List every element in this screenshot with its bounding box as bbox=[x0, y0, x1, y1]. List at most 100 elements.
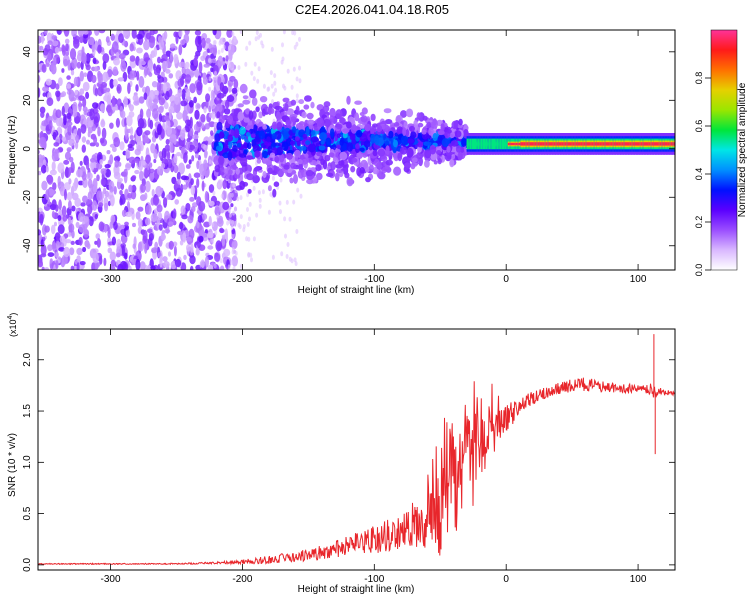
spectrogram-cell bbox=[197, 215, 203, 223]
spectrogram-cell bbox=[152, 194, 159, 206]
spectrogram-cell bbox=[322, 105, 330, 112]
spectrogram-cell bbox=[219, 131, 225, 139]
spectrogram-cell bbox=[201, 233, 208, 238]
spectrogram-cell bbox=[315, 164, 322, 172]
spectrogram-cell bbox=[523, 142, 526, 146]
spectrogram-cell bbox=[351, 157, 358, 163]
spectrogram-cell bbox=[107, 230, 111, 239]
spectrogram-cell bbox=[252, 76, 256, 82]
spectrogram-cells bbox=[38, 30, 675, 270]
spectrogram-cell bbox=[54, 46, 60, 54]
spectrogram-cell bbox=[258, 197, 262, 203]
spectrogram-cell bbox=[136, 70, 140, 81]
spectrogram-cell bbox=[182, 184, 188, 190]
spectrogram-cell bbox=[441, 138, 450, 148]
spectrogram-cell bbox=[261, 108, 266, 117]
spectrogram-cell bbox=[140, 60, 147, 66]
spectrogram-cell bbox=[145, 204, 152, 215]
spectrogram-cell bbox=[44, 267, 49, 270]
spectrogram-cell bbox=[49, 169, 57, 176]
spectrogram-cell bbox=[402, 127, 407, 136]
spectrogram-cell bbox=[105, 36, 110, 43]
snr-series bbox=[38, 377, 675, 566]
spectrogram-cell bbox=[175, 32, 179, 45]
spectrogram-cell bbox=[338, 160, 345, 166]
spectrogram-cell bbox=[69, 48, 77, 60]
spectrogram-cell bbox=[200, 113, 206, 123]
spectrogram-cell bbox=[81, 52, 87, 64]
spectrogram-cell bbox=[185, 202, 191, 212]
spectrogram-cell bbox=[604, 142, 607, 146]
spectrogram-cell bbox=[180, 100, 188, 107]
spectrogram-cell bbox=[529, 142, 533, 146]
spectrogram-cell bbox=[87, 178, 93, 189]
spectrogram-cell bbox=[71, 205, 76, 212]
spectrogram-cell bbox=[318, 145, 326, 151]
spectrogram-cell bbox=[82, 81, 90, 92]
spectrogram-cell bbox=[92, 200, 98, 211]
spectrogram-cell bbox=[120, 228, 126, 235]
spectrogram-cell bbox=[185, 122, 191, 133]
spectrogram-cell bbox=[106, 94, 111, 106]
spectrogram-cell bbox=[324, 154, 331, 162]
spectrogram-cell bbox=[271, 133, 277, 140]
spectrogram-cell bbox=[203, 144, 208, 151]
spectrogram-cell bbox=[137, 206, 144, 212]
spectrogram-cell bbox=[85, 160, 90, 171]
spectrogram-cell bbox=[157, 106, 164, 114]
spectrogram-cell bbox=[214, 230, 218, 236]
spectrogram-cell bbox=[203, 221, 211, 228]
spectrogram-cell bbox=[196, 160, 200, 170]
spectrogram-cell bbox=[208, 200, 215, 207]
spectrogram-cell bbox=[239, 195, 243, 201]
spectrogram-cell bbox=[370, 133, 376, 144]
spectrogram-cell bbox=[482, 142, 485, 146]
spectrogram-cell bbox=[230, 192, 234, 198]
spectrogram-cell bbox=[252, 110, 257, 120]
spectrogram-cell bbox=[272, 91, 276, 97]
spectrogram-cell bbox=[185, 164, 191, 169]
spectrogram-cell bbox=[42, 48, 49, 56]
spectrogram-cell bbox=[298, 99, 305, 105]
spectrogram-cell bbox=[40, 244, 47, 256]
spectrogram-cell bbox=[38, 74, 41, 84]
spectrogram-cell bbox=[232, 182, 236, 188]
spectrogram-cell bbox=[212, 40, 216, 46]
spectrogram-cell bbox=[239, 126, 246, 135]
spectrogram-cell bbox=[555, 142, 558, 146]
spectrogram-cell bbox=[146, 162, 150, 171]
spectrogram-cell bbox=[286, 108, 295, 116]
spectrogram-cell bbox=[384, 119, 393, 125]
spectrogram-cell bbox=[46, 97, 54, 107]
spectrogram-cell bbox=[68, 178, 72, 185]
spectrogram-cell bbox=[537, 142, 540, 146]
spectrogram-cell bbox=[298, 36, 301, 42]
spectrogram-cell bbox=[424, 149, 432, 159]
spectrogram-cell bbox=[56, 30, 63, 35]
spectrogram-cell bbox=[173, 245, 177, 257]
spectrogram-cell bbox=[658, 142, 661, 146]
spectrogram-cell bbox=[127, 143, 133, 149]
spectrogram-cell bbox=[188, 228, 195, 240]
spectrogram-cell bbox=[446, 145, 451, 153]
spectrogram-cell bbox=[548, 142, 552, 146]
spectrogram-cell bbox=[119, 141, 125, 151]
spectrogram-cell bbox=[247, 251, 251, 257]
spectrogram-cell bbox=[49, 261, 54, 270]
spectrogram-cell bbox=[45, 62, 50, 67]
spectrogram-cell bbox=[76, 255, 81, 262]
spectrogram-cell bbox=[667, 142, 670, 146]
spectrogram-cell bbox=[421, 129, 427, 135]
spectrogram-cell bbox=[40, 32, 45, 44]
spectrogram-cell bbox=[320, 140, 325, 145]
spectrogram-cell bbox=[97, 72, 104, 85]
spectrogram-cell bbox=[161, 60, 169, 71]
spectrogram-cell bbox=[97, 86, 104, 97]
spectrogram-cell bbox=[111, 95, 116, 108]
spectrogram-cell bbox=[78, 212, 85, 223]
spectrogram-cell bbox=[598, 142, 601, 146]
spectrogram-cell bbox=[137, 241, 145, 252]
spectrogram-cell bbox=[212, 30, 217, 36]
spectrogram-cell bbox=[148, 99, 153, 107]
spectrogram-cell bbox=[180, 205, 186, 215]
